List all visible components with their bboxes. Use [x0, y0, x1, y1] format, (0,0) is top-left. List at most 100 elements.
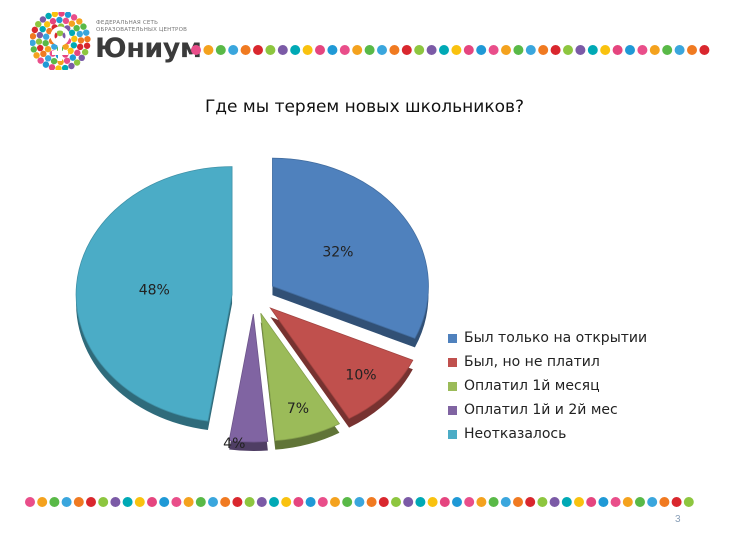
- logo-dot: [68, 20, 76, 27]
- decorative-dot: [586, 497, 597, 507]
- decorative-dot: [354, 497, 365, 507]
- logo-dot: [80, 23, 87, 30]
- decorative-dot: [389, 45, 400, 55]
- decorative-dot: [244, 497, 255, 507]
- logo-dot: [39, 16, 47, 23]
- decorative-dot: [37, 497, 48, 507]
- decorative-dot: [327, 45, 338, 55]
- logo-dot: [81, 48, 89, 56]
- decorative-dot: [305, 497, 316, 507]
- brand-tagline-line-1: ФЕДЕРАЛЬНАЯ СЕТЬ: [96, 20, 159, 26]
- logo-dot: [37, 44, 44, 52]
- decorative-dot: [525, 45, 536, 55]
- logo-dot: [77, 37, 85, 44]
- pie-slice: [272, 157, 429, 348]
- logo-dot: [76, 30, 83, 38]
- decorative-dot: [415, 497, 426, 507]
- decorative-dot: [302, 45, 313, 55]
- decorative-dot: [649, 45, 660, 55]
- decorative-dot: [637, 45, 648, 55]
- decorative-dot: [391, 497, 401, 507]
- logo-dot: [83, 42, 91, 49]
- logo-dot: [64, 12, 72, 18]
- decorative-dot: [352, 45, 363, 55]
- logo-dot: [35, 20, 42, 28]
- decorative-dot: [147, 497, 157, 507]
- brand-tagline: ФЕДЕРАЛЬНАЯ СЕТЬ ОБРАЗОВАТЕЛЬНЫХ ЦЕНТРОВ: [96, 20, 187, 34]
- logo-dot: [74, 49, 81, 57]
- decorative-dot: [401, 45, 412, 55]
- decorative-dot: [110, 497, 121, 507]
- pie-slice-top: [228, 313, 269, 443]
- pie-slice-top: [272, 157, 429, 339]
- logo-icon: [30, 12, 91, 70]
- logo-dot: [40, 50, 47, 58]
- logo-dot: [37, 57, 44, 64]
- decorative-dot: [330, 497, 340, 507]
- logo-figure-body: [52, 44, 68, 61]
- logo-dot: [56, 16, 63, 24]
- logo-dot: [45, 12, 52, 20]
- decorative-dot: [73, 497, 84, 507]
- decorative-dot: [574, 497, 584, 507]
- decorative-dot: [315, 45, 325, 55]
- decorative-dot: [191, 45, 201, 55]
- decorative-dots-top: [191, 45, 710, 55]
- chart-title: Где мы теряем новых школьников?: [204, 97, 525, 117]
- decorative-dot: [49, 497, 60, 507]
- decorative-dot: [635, 497, 645, 507]
- decorative-dot: [232, 497, 243, 507]
- logo-dot: [67, 47, 74, 55]
- decorative-dot: [610, 497, 621, 507]
- logo-dot: [46, 27, 53, 35]
- logo-dot: [56, 29, 64, 37]
- pie-slice: [75, 166, 233, 431]
- decorative-dot: [293, 497, 304, 507]
- decorative-dot: [525, 497, 536, 507]
- logo-dot: [42, 61, 50, 68]
- decorative-dot: [98, 497, 109, 507]
- decorative-dot: [339, 45, 350, 55]
- logo-dot: [58, 12, 65, 17]
- logo-dot: [35, 38, 43, 45]
- decorative-dot: [575, 45, 586, 55]
- logo-dot: [42, 33, 50, 40]
- decorative-dot: [549, 497, 560, 507]
- legend-label: Был, но не платил: [464, 354, 600, 370]
- logo-dot: [43, 21, 51, 28]
- logo-dot: [68, 29, 76, 37]
- decorative-dot: [86, 497, 96, 507]
- logo-dot: [50, 57, 58, 65]
- brand-name: Юниум: [95, 33, 202, 64]
- decorative-dot: [488, 497, 499, 507]
- decorative-dot: [476, 497, 487, 507]
- decorative-dot: [228, 45, 239, 55]
- logo-dot: [48, 64, 56, 70]
- logo-dot: [39, 25, 46, 33]
- decorative-dot: [671, 497, 682, 507]
- logo-dot: [78, 54, 85, 62]
- legend-swatch: [448, 333, 457, 343]
- decorative-dot: [220, 497, 231, 507]
- decorative-dot: [452, 497, 462, 507]
- decorative-dot: [659, 497, 670, 507]
- brand-tagline-line-2: ОБРАЗОВАТЕЛЬНЫХ ЦЕНТРОВ: [96, 27, 188, 33]
- legend-entry: Был, но не платил: [448, 350, 647, 374]
- decorative-dot: [563, 45, 573, 55]
- legend-swatch: [448, 357, 457, 367]
- decorative-dot: [159, 497, 170, 507]
- decorative-dot: [476, 45, 487, 55]
- decorative-dot: [683, 497, 694, 507]
- legend-swatch: [448, 429, 457, 439]
- page-number: 3: [675, 514, 681, 525]
- legend-entry: Был только на открытии: [448, 326, 647, 350]
- decorative-dot: [501, 45, 511, 55]
- logo-dot: [55, 65, 62, 70]
- logo-dot: [44, 45, 52, 53]
- legend-label: Оплатил 1й и 2й мес: [464, 402, 618, 418]
- decorative-dot: [538, 45, 549, 55]
- logo-dot: [83, 29, 90, 36]
- decorative-dot: [598, 497, 609, 507]
- decorative-dot: [625, 45, 635, 55]
